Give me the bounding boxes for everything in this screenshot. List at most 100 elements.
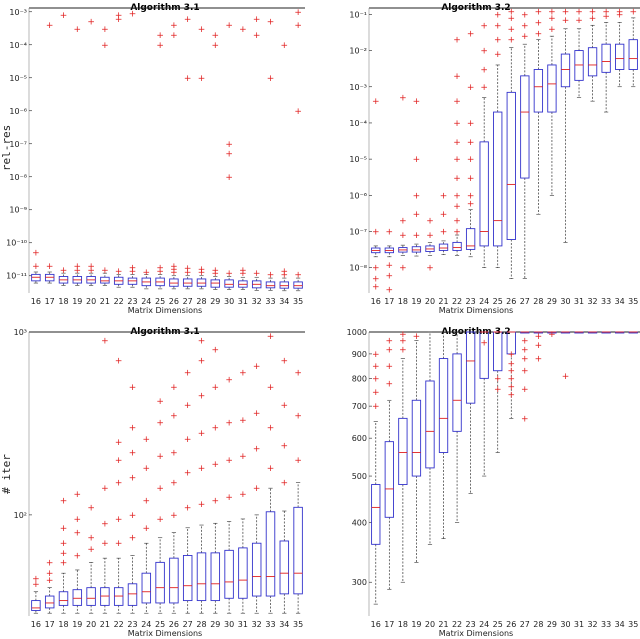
outlier-marker: + — [239, 266, 247, 276]
outlier-marker: + — [521, 385, 529, 395]
outlier-marker: + — [143, 524, 151, 534]
panel-rel-res-algorithm-3-1: Algorithm 3.1 rel-res Matrix Dimensions … — [0, 3, 305, 315]
outlier-marker: + — [372, 283, 380, 293]
outlier-marker: + — [115, 539, 123, 549]
outlier-marker: + — [101, 41, 109, 51]
x-tick-label: 25 — [493, 297, 503, 306]
outlier-marker: + — [184, 435, 192, 445]
outlier-marker: + — [508, 382, 516, 392]
outlier-marker: + — [467, 174, 475, 184]
outlier-marker: + — [281, 356, 289, 366]
outlier-marker: + — [212, 460, 220, 470]
outlier-marker: + — [440, 191, 448, 201]
x-tick-label: 20 — [425, 620, 435, 629]
outlier-marker: + — [372, 264, 380, 274]
y-tick-label: 600 — [352, 434, 367, 443]
x-tick-label: 24 — [141, 297, 151, 306]
outlier-marker: + — [198, 429, 206, 439]
x-tick-label: 25 — [155, 297, 165, 306]
y-tick-label: 10⁻⁷ — [349, 228, 367, 237]
outlier-marker: + — [413, 231, 421, 241]
x-tick-label: 19 — [72, 297, 82, 306]
outlier-marker: + — [32, 580, 40, 590]
outlier-marker: + — [170, 411, 178, 421]
x-tick-label: 26 — [506, 620, 516, 629]
outlier-marker: + — [239, 25, 247, 35]
box — [265, 511, 276, 597]
outlier-marker: + — [399, 94, 407, 104]
outlier-marker: + — [129, 511, 137, 521]
outlier-marker: + — [115, 356, 123, 366]
x-tick-label: 29 — [210, 620, 220, 629]
outlier-marker: + — [548, 330, 556, 340]
outlier-marker: + — [253, 15, 261, 25]
outlier-marker: + — [453, 191, 461, 201]
outlier-marker: + — [225, 493, 233, 503]
outlier-marker: + — [372, 388, 380, 398]
box — [520, 75, 530, 179]
outlier-marker: + — [32, 249, 40, 259]
outlier-marker: + — [535, 18, 543, 28]
x-tick-label: 25 — [493, 620, 503, 629]
box — [279, 540, 290, 595]
outlier-marker: + — [294, 456, 302, 466]
y-tick-label: 10⁻⁴ — [349, 119, 367, 128]
outlier-marker: + — [562, 8, 570, 18]
y-tick-label: 500 — [352, 472, 367, 481]
y-tick-label: 900 — [352, 350, 367, 359]
x-tick-label: 22 — [114, 620, 124, 629]
outlier-marker: + — [267, 424, 275, 434]
outlier-marker: + — [267, 74, 275, 84]
outlier-marker: + — [494, 374, 502, 384]
box — [465, 228, 476, 250]
x-tick-label: 20 — [86, 620, 96, 629]
outlier-marker: + — [225, 419, 233, 429]
outlier-marker: + — [184, 401, 192, 411]
x-tick-label: 24 — [479, 297, 489, 306]
x-tick-label: 17 — [45, 297, 55, 306]
outlier-marker: + — [115, 456, 123, 466]
outlier-marker: + — [281, 479, 289, 489]
x-tick-label: 21 — [438, 297, 448, 306]
outlier-marker: + — [239, 269, 247, 279]
outlier-marker: + — [129, 383, 137, 393]
box — [293, 506, 303, 595]
outlier-marker: + — [467, 83, 475, 93]
outlier-marker: + — [535, 29, 543, 39]
outlier-marker: + — [602, 12, 610, 22]
outlier-marker: + — [521, 414, 529, 424]
outlier-marker: + — [129, 474, 137, 484]
x-tick-label: 18 — [58, 620, 68, 629]
outlier-marker: + — [156, 484, 164, 494]
x-tick-label: 30 — [560, 620, 570, 629]
x-tick-label: 20 — [86, 297, 96, 306]
box — [452, 241, 462, 251]
outlier-marker: + — [198, 500, 206, 510]
outlier-marker: + — [294, 107, 302, 117]
outlier-marker: + — [372, 97, 380, 107]
outlier-marker: + — [575, 16, 583, 26]
box — [210, 279, 221, 288]
box — [169, 278, 179, 287]
outlier-marker: + — [170, 511, 178, 521]
x-tick-label: 24 — [479, 620, 489, 629]
outlier-marker: + — [46, 569, 54, 579]
outlier-marker: + — [521, 21, 529, 31]
outlier-marker: + — [426, 264, 434, 274]
x-tick-label: 27 — [183, 620, 193, 629]
outlier-marker: + — [143, 435, 151, 445]
outlier-marker: + — [184, 15, 192, 25]
x-tick-label: 25 — [155, 620, 165, 629]
outlier-marker: + — [225, 375, 233, 385]
outlier-marker: + — [87, 534, 95, 544]
box — [31, 600, 41, 611]
outlier-marker: + — [74, 529, 82, 539]
outlier-marker: + — [453, 97, 461, 107]
x-tick-label: 28 — [533, 297, 543, 306]
outlier-marker: + — [87, 262, 95, 272]
outlier-marker: + — [294, 8, 302, 18]
outlier-marker: + — [253, 31, 261, 41]
outlier-marker: + — [575, 8, 583, 18]
box — [587, 47, 598, 77]
